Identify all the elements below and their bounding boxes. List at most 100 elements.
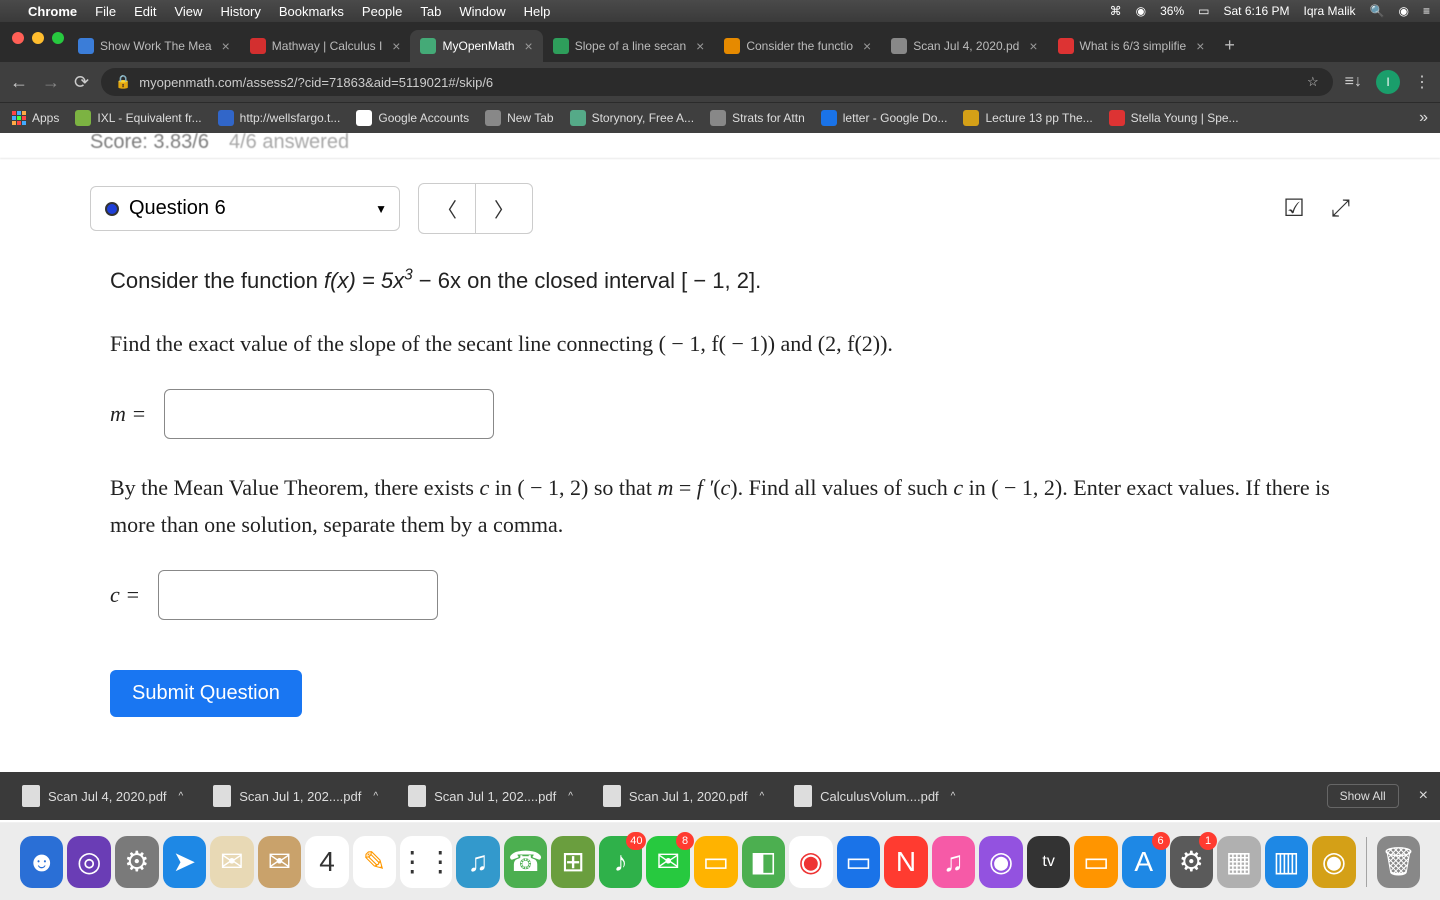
bluetooth-icon[interactable]: ⌘ [1110, 4, 1122, 18]
bookmark-item[interactable]: letter - Google Do... [821, 110, 948, 126]
wifi-icon[interactable]: ◉ [1136, 4, 1146, 18]
show-all-downloads-button[interactable]: Show All [1327, 784, 1399, 808]
bookmark-item[interactable]: New Tab [485, 110, 553, 126]
tab-close-icon[interactable]: × [525, 38, 533, 54]
dock-app[interactable]: ◧ [742, 836, 786, 888]
dock-app[interactable]: ✉ [258, 836, 302, 888]
dock-trash[interactable]: 🗑 [1377, 836, 1421, 888]
dock-app[interactable]: ♪40 [599, 836, 643, 888]
maximize-window-button[interactable] [52, 32, 64, 44]
bookmark-item[interactable]: Stella Young | Spe... [1109, 110, 1239, 126]
m-input[interactable] [164, 389, 494, 439]
download-caret-icon[interactable]: ^ [759, 791, 764, 802]
c-input[interactable] [158, 570, 438, 620]
tab[interactable]: Mathway | Calculus I× [240, 30, 411, 62]
download-item[interactable]: Scan Jul 4, 2020.pdf^ [12, 779, 193, 813]
tab-close-icon[interactable]: × [222, 38, 230, 54]
spotlight-icon[interactable]: 🔍 [1370, 4, 1385, 18]
download-item[interactable]: Scan Jul 1, 202....pdf^ [398, 779, 583, 813]
dock-app[interactable]: ▦ [1217, 836, 1261, 888]
dock-app[interactable]: ⚙1 [1170, 836, 1214, 888]
submit-button[interactable]: Submit Question [110, 670, 302, 717]
battery-icon[interactable]: ▭ [1198, 4, 1209, 18]
tab-close-icon[interactable]: × [1196, 38, 1204, 54]
download-caret-icon[interactable]: ^ [951, 791, 956, 802]
bookmark-item[interactable]: http://wellsfargo.t... [218, 110, 341, 126]
chrome-menu-icon[interactable]: ⋮ [1414, 72, 1430, 92]
download-item[interactable]: Scan Jul 1, 2020.pdf^ [593, 779, 774, 813]
prev-question-button[interactable]: 〈 [419, 184, 476, 233]
tab-active[interactable]: MyOpenMath× [410, 30, 542, 62]
dock-app[interactable]: ✎ [353, 836, 397, 888]
dock-app[interactable]: ✉ [210, 836, 254, 888]
forward-button[interactable]: → [42, 72, 60, 93]
next-question-button[interactable]: 〉 [476, 184, 532, 233]
apps-shortcut[interactable]: Apps [12, 111, 59, 125]
download-caret-icon[interactable]: ^ [568, 791, 573, 802]
dock-app[interactable]: ⚙ [115, 836, 159, 888]
bookmarks-overflow-icon[interactable]: » [1419, 109, 1428, 127]
dock-app[interactable]: N [884, 836, 928, 888]
menu-icon[interactable]: ≡ [1423, 4, 1430, 18]
dock-app[interactable]: ◉ [979, 836, 1023, 888]
tab-close-icon[interactable]: × [696, 38, 704, 54]
menu-file[interactable]: File [95, 4, 116, 19]
username[interactable]: Iqra Malik [1304, 4, 1356, 18]
dock-app[interactable]: ▭ [837, 836, 881, 888]
dock-app[interactable]: ➤ [163, 836, 207, 888]
menu-history[interactable]: History [220, 4, 260, 19]
dock-app[interactable]: 4 [305, 836, 349, 888]
download-caret-icon[interactable]: ^ [179, 791, 184, 802]
tab-close-icon[interactable]: × [1029, 38, 1037, 54]
siri-icon[interactable]: ◉ [1399, 4, 1409, 18]
dock-app[interactable]: tv [1027, 836, 1071, 888]
app-name[interactable]: Chrome [28, 4, 77, 19]
dock-app[interactable]: ▥ [1265, 836, 1309, 888]
download-caret-icon[interactable]: ^ [373, 791, 378, 802]
dock-app[interactable]: ◎ [67, 836, 111, 888]
bookmark-item[interactable]: Lecture 13 pp The... [963, 110, 1092, 126]
tab[interactable]: Consider the functio× [714, 30, 881, 62]
close-downloads-bar-icon[interactable]: × [1419, 787, 1428, 805]
dock-app[interactable]: ♫ [456, 836, 500, 888]
back-button[interactable]: ← [10, 72, 28, 93]
check-icon[interactable]: ☑ [1283, 194, 1305, 223]
dock-app[interactable]: ◉ [1312, 836, 1356, 888]
menu-view[interactable]: View [174, 4, 202, 19]
dock-app[interactable]: ✉8 [646, 836, 690, 888]
bookmark-item[interactable]: Storynory, Free A... [570, 110, 694, 126]
dock-app[interactable]: ☎ [504, 836, 548, 888]
dock-app[interactable]: ☻ [20, 836, 64, 888]
tab[interactable]: Scan Jul 4, 2020.pd× [881, 30, 1047, 62]
download-item[interactable]: CalculusVolum....pdf^ [784, 779, 965, 813]
star-icon[interactable]: ☆ [1307, 74, 1319, 90]
tab[interactable]: Slope of a line secan× [543, 30, 715, 62]
dock-app[interactable]: ◉ [789, 836, 833, 888]
reload-button[interactable]: ⟳ [74, 72, 89, 93]
menu-tab[interactable]: Tab [420, 4, 441, 19]
menu-people[interactable]: People [362, 4, 402, 19]
tab[interactable]: What is 6/3 simplifie× [1048, 30, 1215, 62]
menu-window[interactable]: Window [459, 4, 505, 19]
question-dropdown[interactable]: Question 6 ▼ [90, 186, 400, 231]
address-bar[interactable]: 🔒 myopenmath.com/assess2/?cid=71863&aid=… [101, 68, 1333, 96]
dock-app[interactable]: ♫ [932, 836, 976, 888]
close-window-button[interactable] [12, 32, 24, 44]
menu-bookmarks[interactable]: Bookmarks [279, 4, 344, 19]
expand-icon[interactable]: ⤢ [1331, 195, 1350, 223]
bookmark-item[interactable]: Strats for Attn [710, 110, 805, 126]
dock-app[interactable]: ▭ [1074, 836, 1118, 888]
dock-app[interactable]: ⋮⋮ [400, 836, 452, 888]
download-item[interactable]: Scan Jul 1, 202....pdf^ [203, 779, 388, 813]
bookmark-item[interactable]: Google Accounts [356, 110, 469, 126]
dock-app[interactable]: ⊞ [551, 836, 595, 888]
dock-app[interactable]: A6 [1122, 836, 1166, 888]
reading-list-icon[interactable]: ≡↓ [1345, 73, 1362, 91]
tab-close-icon[interactable]: × [392, 38, 400, 54]
datetime[interactable]: Sat 6:16 PM [1223, 4, 1289, 18]
menu-help[interactable]: Help [524, 4, 551, 19]
dock-app[interactable]: ▭ [694, 836, 738, 888]
tab[interactable]: Show Work The Mea× [68, 30, 240, 62]
minimize-window-button[interactable] [32, 32, 44, 44]
new-tab-button[interactable]: + [1214, 29, 1245, 62]
